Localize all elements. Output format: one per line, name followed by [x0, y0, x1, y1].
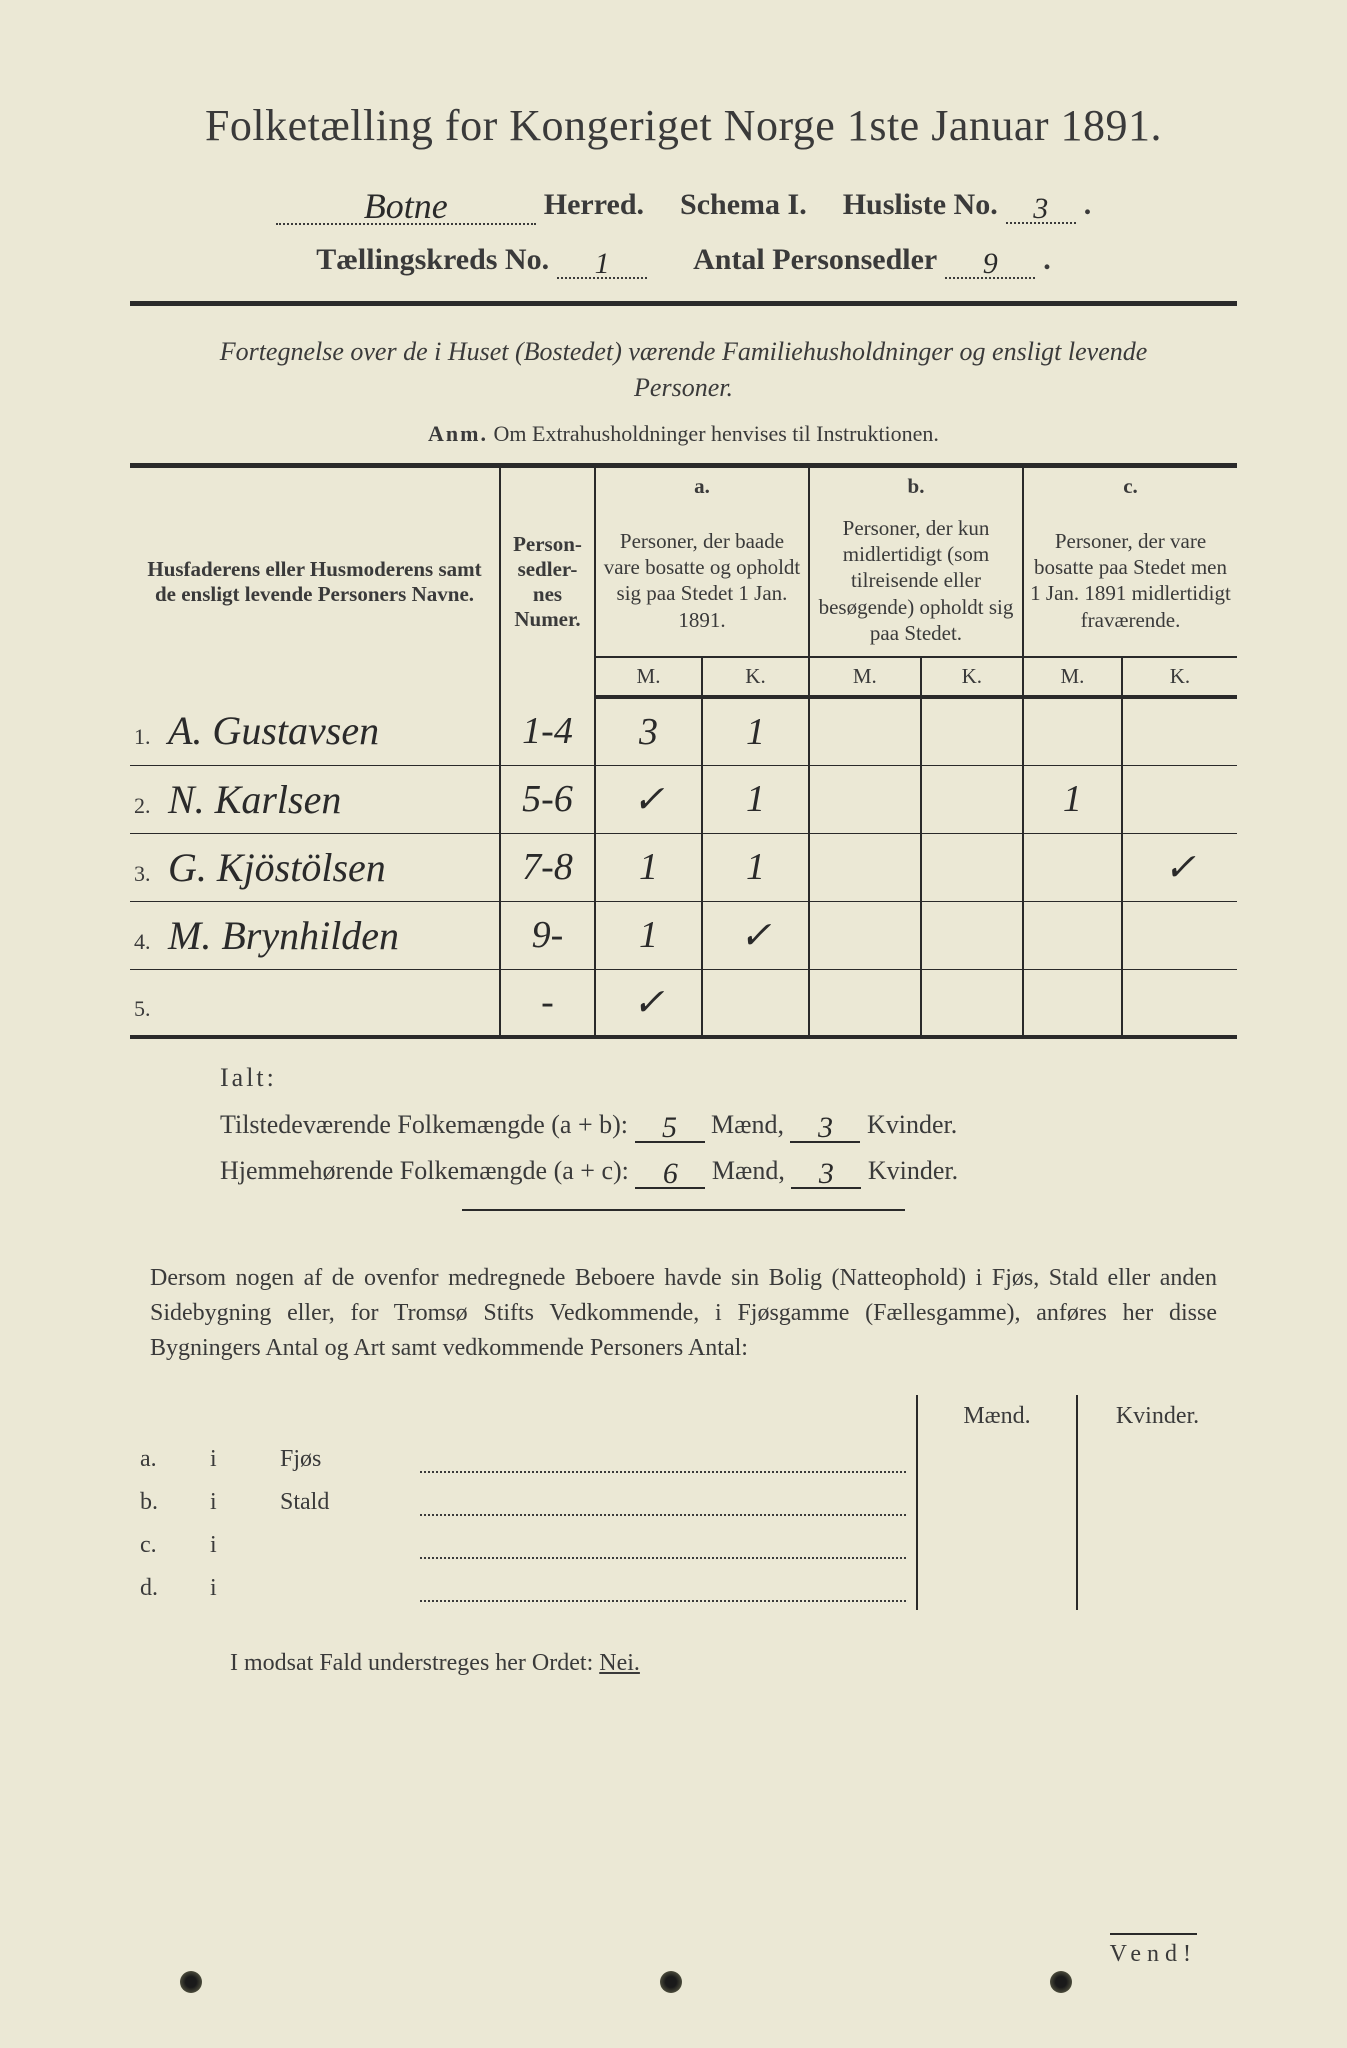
col-b-k: K.	[921, 657, 1023, 697]
herred-label: Herred.	[544, 188, 644, 222]
husliste-label: Husliste No.	[843, 188, 998, 222]
kreds-label: Tællingskreds No.	[316, 243, 549, 277]
outbuildings-paragraph: Dersom nogen af de ovenfor medregnede Be…	[150, 1261, 1217, 1365]
divider-thin	[462, 1209, 905, 1211]
col-a-letter: a.	[595, 465, 809, 505]
col-b-letter: b.	[809, 465, 1023, 505]
punch-hole-icon	[1050, 1971, 1072, 1993]
antal-value: 9	[983, 247, 998, 280]
col-num-header: Person- sedler- nes Numer.	[500, 465, 595, 697]
instructions-text: Fortegnelse over de i Huset (Bostedet) v…	[170, 334, 1197, 407]
col-a-k: K.	[702, 657, 809, 697]
col-name-header: Husfaderens eller Husmoderens samt de en…	[130, 465, 500, 697]
census-form-page: Folketælling for Kongeriget Norge 1ste J…	[0, 0, 1347, 2048]
anm-line: Anm. Om Extrahusholdninger henvises til …	[130, 421, 1237, 447]
divider-thick	[130, 301, 1237, 306]
antal-label: Antal Personsedler	[693, 243, 937, 277]
outbuildings-table: Mænd. Kvinder. a.iFjøsb.iStaldc.id.i	[130, 1395, 1237, 1610]
table-row: 5.-✓	[130, 969, 1237, 1037]
outbuilding-row: a.iFjøs	[130, 1438, 1237, 1481]
col-c-m: M.	[1023, 657, 1122, 697]
col-a-desc: Personer, der baade vare bosatte og opho…	[595, 505, 809, 657]
col-c-letter: c.	[1023, 465, 1237, 505]
totals-line-2: Hjemmehørende Folkemængde (a + c): 6 Mæn…	[220, 1153, 1237, 1189]
col-b-m: M.	[809, 657, 921, 697]
nei-line: I modsat Fald understreges her Ordet: Ne…	[230, 1650, 1217, 1677]
header-line-2: Tællingskreds No. 1 Antal Personsedler 9…	[130, 243, 1237, 279]
schema-label: Schema I.	[680, 188, 807, 222]
herred-value: Botne	[364, 186, 448, 226]
main-table: Husfaderens eller Husmoderens samt de en…	[130, 463, 1237, 1039]
table-row: 2.N. Karlsen5-6✓11	[130, 765, 1237, 833]
col-b-desc: Personer, der kun midlertidigt (som tilr…	[809, 505, 1023, 657]
outbuilding-row: c.i	[130, 1524, 1237, 1567]
punch-hole-icon	[660, 1971, 682, 1993]
out-maend: Mænd.	[917, 1395, 1077, 1438]
header-line-1: Botne Herred. Schema I. Husliste No. 3 .	[130, 181, 1237, 225]
totals-line-1: Tilstedeværende Folkemængde (a + b): 5 M…	[220, 1107, 1237, 1143]
col-c-desc: Personer, der vare bosatte paa Stedet me…	[1023, 505, 1237, 657]
anm-text: Om Extrahusholdninger henvises til Instr…	[494, 421, 939, 446]
table-row: 4.M. Brynhilden9-1✓	[130, 901, 1237, 969]
anm-label: Anm.	[428, 421, 488, 446]
outbuilding-row: d.i	[130, 1567, 1237, 1610]
out-kvinder: Kvinder.	[1077, 1395, 1237, 1438]
outbuilding-row: b.iStald	[130, 1481, 1237, 1524]
col-a-m: M.	[595, 657, 702, 697]
totals-block: Ialt: Tilstedeværende Folkemængde (a + b…	[220, 1063, 1237, 1189]
page-title: Folketælling for Kongeriget Norge 1ste J…	[130, 100, 1237, 151]
col-c-k: K.	[1122, 657, 1237, 697]
kreds-value: 1	[595, 247, 610, 280]
table-row: 3.G. Kjöstölsen7-811✓	[130, 833, 1237, 901]
husliste-value: 3	[1033, 192, 1048, 225]
table-row: 1.A. Gustavsen1-431	[130, 697, 1237, 765]
ialt-label: Ialt:	[220, 1063, 1237, 1093]
vend-label: Vend!	[1110, 1933, 1197, 1968]
punch-hole-icon	[180, 1971, 202, 1993]
